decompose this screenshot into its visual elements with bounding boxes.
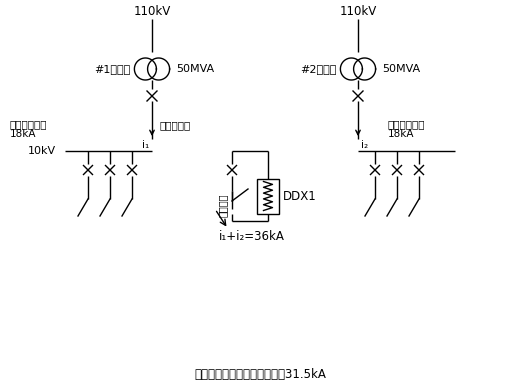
Text: 50MVA: 50MVA	[176, 64, 214, 74]
Text: i₂: i₂	[361, 140, 368, 150]
Text: 50MVA: 50MVA	[382, 64, 420, 74]
Text: 稳态短路电流: 稳态短路电流	[10, 119, 47, 129]
Text: i₁: i₁	[142, 140, 149, 150]
Text: 10kV: 10kV	[28, 146, 56, 156]
Text: i₁+i₂=36kA: i₁+i₂=36kA	[219, 230, 285, 242]
Text: 母联断路器: 母联断路器	[160, 120, 191, 130]
Text: 母联开关: 母联开关	[218, 193, 228, 217]
Text: 18kA: 18kA	[10, 129, 36, 139]
Text: DDX1: DDX1	[283, 189, 317, 203]
Text: 18kA: 18kA	[388, 129, 414, 139]
Bar	[257, 179, 279, 214]
Text: #2变压器: #2变压器	[300, 64, 336, 74]
Text: 110kV: 110kV	[340, 5, 376, 18]
Text: 110kV: 110kV	[133, 5, 171, 18]
Text: 馈线断路器额定短路开断电洕31.5kA: 馈线断路器额定短路开断电洕31.5kA	[194, 368, 326, 380]
Text: #1变压器: #1变压器	[94, 64, 130, 74]
Text: 稳态短路电流: 稳态短路电流	[388, 119, 425, 129]
